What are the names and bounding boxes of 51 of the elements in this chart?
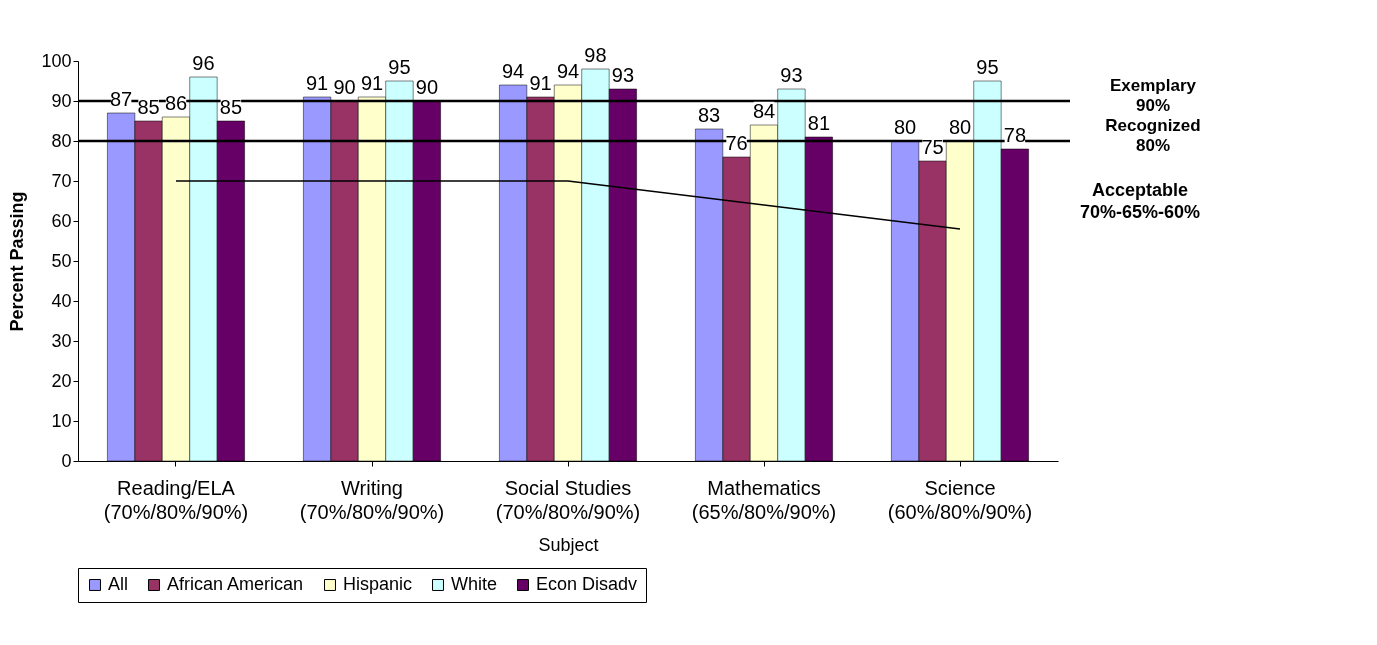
data-label: 84 bbox=[752, 100, 776, 122]
data-label: 94 bbox=[556, 60, 580, 82]
text: Acceptable 70%-65%-60% bbox=[1079, 180, 1201, 222]
data-label: 98 bbox=[584, 44, 607, 66]
legend-label: White bbox=[451, 574, 498, 594]
x-tick-label: Science (60%/80%/90%) bbox=[887, 476, 1033, 523]
data-label: 90 bbox=[415, 76, 439, 98]
data-label: 91 bbox=[529, 72, 552, 94]
data-label: 86 bbox=[164, 92, 188, 114]
y-tick-label: 100 bbox=[41, 50, 72, 71]
x-tick-label: Mathematics (65%/80%/90%) bbox=[691, 476, 837, 523]
legend-label: African American bbox=[167, 574, 304, 594]
data-label: 85 bbox=[137, 96, 160, 118]
data-label: 83 bbox=[697, 104, 721, 126]
ref-line-label: Recognized 80% bbox=[1105, 116, 1201, 155]
x-tick-label: Social Studies (70%/80%/90%) bbox=[495, 476, 641, 523]
data-label: 87 bbox=[109, 88, 133, 110]
data-label: 96 bbox=[192, 52, 215, 74]
data-label: 78 bbox=[1003, 124, 1027, 146]
data-label: 93 bbox=[611, 64, 635, 86]
y-tick-label: 70 bbox=[51, 170, 72, 191]
data-label: 94 bbox=[501, 60, 525, 82]
y-tick-label: 50 bbox=[51, 250, 72, 271]
data-label: 95 bbox=[976, 56, 999, 78]
y-tick-label: 20 bbox=[51, 370, 72, 391]
data-label: 95 bbox=[388, 56, 411, 78]
data-label: 76 bbox=[725, 132, 748, 154]
y-tick-label: 60 bbox=[51, 210, 72, 231]
data-label: 75 bbox=[921, 136, 944, 158]
y-tick-label: 80 bbox=[51, 130, 72, 151]
y-tick-label: 90 bbox=[51, 90, 72, 111]
data-label: 91 bbox=[305, 72, 329, 94]
data-label: 90 bbox=[333, 76, 356, 98]
data-label: 91 bbox=[360, 72, 384, 94]
legend-label: Econ Disadv bbox=[536, 574, 638, 594]
data-label: 80 bbox=[948, 116, 972, 138]
legend-label: All bbox=[108, 574, 129, 594]
x-tick-label: Reading/ELA (70%/80%/90%) bbox=[103, 476, 249, 523]
data-label: 81 bbox=[807, 112, 831, 134]
y-tick-label: 30 bbox=[51, 330, 72, 351]
y-tick-label: 0 bbox=[61, 450, 72, 471]
y-tick-label: 40 bbox=[51, 290, 72, 311]
x-tick-label: Writing (70%/80%/90%) bbox=[299, 476, 445, 523]
x-axis-title: Subject bbox=[538, 534, 599, 555]
y-axis-title: Percent Passing bbox=[7, 191, 28, 332]
y-tick-label: 10 bbox=[51, 410, 72, 431]
data-label: 80 bbox=[893, 116, 917, 138]
data-label: 93 bbox=[780, 64, 803, 86]
ref-line-label: Exemplary 90% bbox=[1110, 76, 1197, 115]
legend-label: Hispanic bbox=[343, 574, 413, 594]
data-label: 85 bbox=[219, 96, 243, 118]
